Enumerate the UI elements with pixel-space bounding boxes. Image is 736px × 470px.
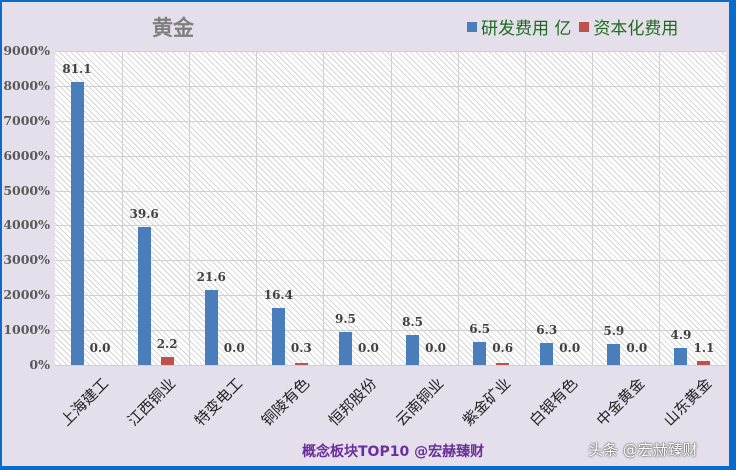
gridline-vertical	[189, 51, 191, 365]
bar-rd-expense	[271, 307, 285, 365]
bar-rd-expense	[137, 226, 151, 365]
y-tick-label: 9000%	[3, 43, 50, 58]
bar-rd-expense	[406, 335, 420, 365]
bar-capitalized-expense	[697, 361, 711, 365]
data-label: 0.0	[223, 341, 245, 355]
y-tick-label: 2000%	[3, 287, 50, 303]
plot-area: 81.1 0.0 39.6 2.2 21.6 0.0 16.4 0.3 9.5 0.0 8.5 0.0…	[55, 51, 726, 366]
bar-rd-expense	[338, 331, 352, 365]
data-label: 0.0	[425, 341, 446, 355]
data-label: 16.4	[263, 287, 293, 302]
data-label: 39.6	[129, 206, 159, 221]
legend-swatch-red-icon	[579, 21, 590, 32]
y-tick-label: 4000%	[3, 217, 50, 233]
data-label: 0.0	[559, 341, 581, 355]
data-label: 0.3	[290, 341, 312, 355]
y-tick-label: 8000%	[3, 77, 50, 93]
data-label: 0.0	[89, 341, 111, 355]
bar-capitalized-expense	[496, 362, 510, 365]
y-tick-label: 7000%	[3, 112, 50, 128]
gridline-horizontal	[55, 365, 726, 366]
data-label: 0.0	[357, 341, 379, 355]
y-tick-label: 5000%	[3, 182, 50, 198]
data-label: 8.5	[402, 315, 423, 330]
x-category-label: 铜陵有色	[257, 374, 314, 430]
bar-rd-expense	[540, 343, 554, 365]
gridline-vertical	[390, 51, 392, 365]
bar-capitalized-expense	[294, 363, 308, 365]
gridline-vertical	[457, 51, 459, 365]
y-tick-label: 1000%	[3, 322, 50, 338]
gridline-vertical	[658, 51, 660, 365]
x-category-label: 上海建工	[56, 374, 112, 430]
bar-rd-expense	[674, 347, 688, 365]
bar-rd-expense	[204, 289, 218, 365]
data-label: 81.1	[62, 62, 92, 77]
y-tick-label: 0%	[29, 357, 50, 372]
x-category-label: 白银有色	[526, 374, 582, 430]
data-label: 21.6	[196, 269, 226, 284]
x-category-label: 特变电工	[190, 374, 246, 430]
x-category-label: 恒邦股份	[324, 374, 381, 430]
legend: 研发费用 亿 资本化费用	[467, 14, 686, 39]
chart-frame: 黄金 研发费用 亿 资本化费用 81.1 0.0 39.6 2.2 21.6 0.0 16.…	[2, 2, 729, 466]
chart-title: 黄金	[152, 16, 194, 40]
legend-item-rd: 研发费用 亿	[467, 14, 571, 39]
gridline-vertical	[323, 51, 325, 365]
data-label: 0.0	[626, 341, 648, 355]
gridline-vertical	[122, 51, 124, 365]
legend-swatch-blue-icon	[467, 21, 477, 32]
gridline-vertical	[591, 51, 593, 365]
data-label: 4.9	[670, 327, 692, 342]
data-label: 2.2	[156, 337, 178, 352]
footer-caption: 概念板块TOP10 @宏赫臻财	[302, 444, 485, 460]
data-label: 6.3	[536, 323, 558, 338]
bar-rd-expense	[70, 82, 84, 365]
data-label: 5.9	[603, 324, 625, 339]
data-label: 9.5	[334, 311, 356, 326]
data-label: 6.5	[469, 322, 491, 337]
x-category-label: 山东黄金	[660, 374, 716, 430]
x-category-label: 紫金矿业	[459, 374, 515, 430]
bar-rd-expense	[607, 344, 621, 365]
data-label: 0.6	[492, 341, 514, 355]
legend-item-capitalized: 资本化费用	[579, 14, 678, 39]
legend-label: 研发费用 亿	[481, 19, 572, 39]
gridline-vertical	[256, 51, 258, 365]
bar-rd-expense	[473, 342, 487, 365]
watermark: 头条 @宏赫臻财	[588, 441, 698, 459]
bar-capitalized-expense	[160, 357, 174, 365]
x-category-label: 江西铜业	[123, 374, 179, 430]
legend-label: 资本化费用	[593, 19, 679, 39]
data-label: 1.1	[693, 341, 715, 355]
gridline-vertical	[524, 51, 526, 365]
y-tick-label: 3000%	[3, 252, 50, 268]
y-tick-label: 6000%	[3, 147, 50, 163]
x-category-label: 云南铜业	[392, 374, 448, 430]
x-category-label: 中金黄金	[593, 374, 649, 430]
